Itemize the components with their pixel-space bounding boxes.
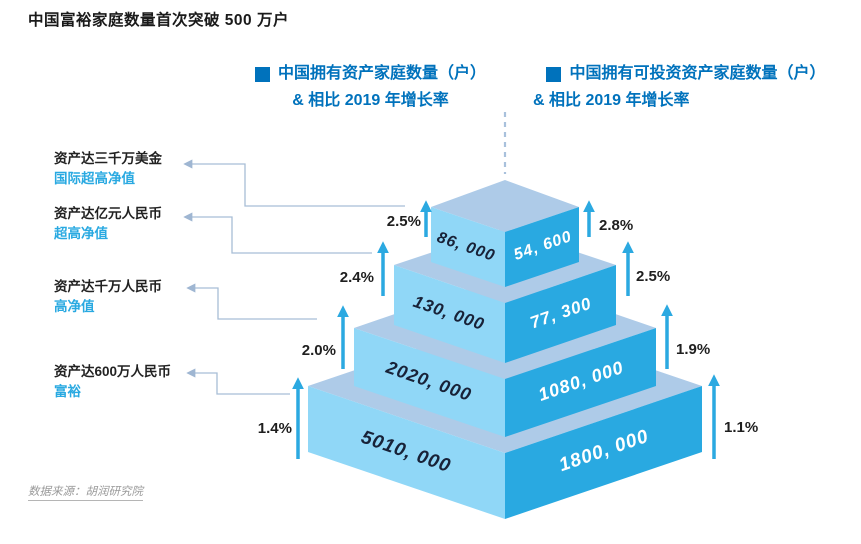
category-tier-name: 高净值 [54, 298, 95, 314]
legend-investable-assets: 中国拥有可投资资产家庭数量（户） & 相比 2019 年增长率 [521, 64, 851, 111]
pyramid-level2-left-face [394, 265, 505, 363]
growth-level3-investable: 1.9% [676, 341, 710, 358]
growth-level1-total: 2.5% [387, 213, 421, 230]
pyramid-level4-left-face [308, 386, 505, 519]
category-asset-threshold: 资产达600万人民币 [54, 364, 172, 379]
category-label-uhnw: 资产达亿元人民币 超高净值 [54, 204, 162, 243]
legend-total-assets: 中国拥有资产家庭数量（户） & 相比 2019 年增长率 [243, 64, 498, 111]
pyramid-level1-right-face [505, 207, 579, 287]
pyramid-level4-right-face [505, 386, 702, 519]
legend-investable-assets-line1: 中国拥有可投资资产家庭数量（户） [521, 64, 851, 84]
legend-swatch-icon [254, 66, 270, 82]
category-tier-name: 富裕 [54, 383, 81, 399]
category-label-hnw: 资产达千万人民币 高净值 [54, 277, 162, 316]
category-asset-threshold: 资产达亿元人民币 [54, 206, 162, 221]
growth-level4-total: 1.4% [258, 420, 292, 437]
category-tier-name: 国际超高净值 [54, 170, 135, 186]
pyramid-level1-left-face [431, 207, 505, 287]
category-tier-name: 超高净值 [54, 225, 108, 241]
pyramid-level3-right-face [505, 328, 656, 437]
callout-line-uhnw [183, 212, 372, 254]
growth-level4-investable: 1.1% [724, 419, 758, 436]
category-label-intl-uhnw: 资产达三千万美金 国际超高净值 [54, 149, 162, 188]
pyramid-level1-top-face [431, 180, 579, 232]
growth-level3-total: 2.0% [302, 342, 336, 359]
legend-total-assets-growth-label: & 相比 2019 年增长率 [292, 92, 449, 109]
legend-total-assets-line1: 中国拥有资产家庭数量（户） [243, 64, 498, 84]
growth-level2-investable: 2.5% [636, 268, 670, 285]
pyramid-level2-right-face [505, 265, 616, 363]
category-asset-threshold: 资产达三千万美金 [54, 151, 162, 166]
callout-line-hnw [186, 283, 317, 320]
page-title: 中国富裕家庭数量首次突破 500 万户 [28, 12, 289, 29]
legend-total-assets-label: 中国拥有资产家庭数量（户） [277, 65, 486, 82]
pyramid-level3-left-face [354, 328, 505, 437]
legend-swatch-icon [546, 66, 562, 82]
legend-investable-assets-label: 中国拥有可投资资产家庭数量（户） [569, 65, 826, 82]
callout-line-intl-uhnw [183, 159, 405, 207]
category-asset-threshold: 资产达千万人民币 [54, 279, 162, 294]
legend-investable-assets-growth-label: & 相比 2019 年增长率 [533, 92, 690, 109]
callout-line-affluent [186, 368, 290, 395]
growth-level1-investable: 2.8% [599, 217, 633, 234]
growth-level2-total: 2.4% [340, 269, 374, 286]
data-source: 数据来源：胡润研究院 [28, 483, 143, 501]
category-label-affluent: 资产达600万人民币 富裕 [54, 362, 171, 401]
